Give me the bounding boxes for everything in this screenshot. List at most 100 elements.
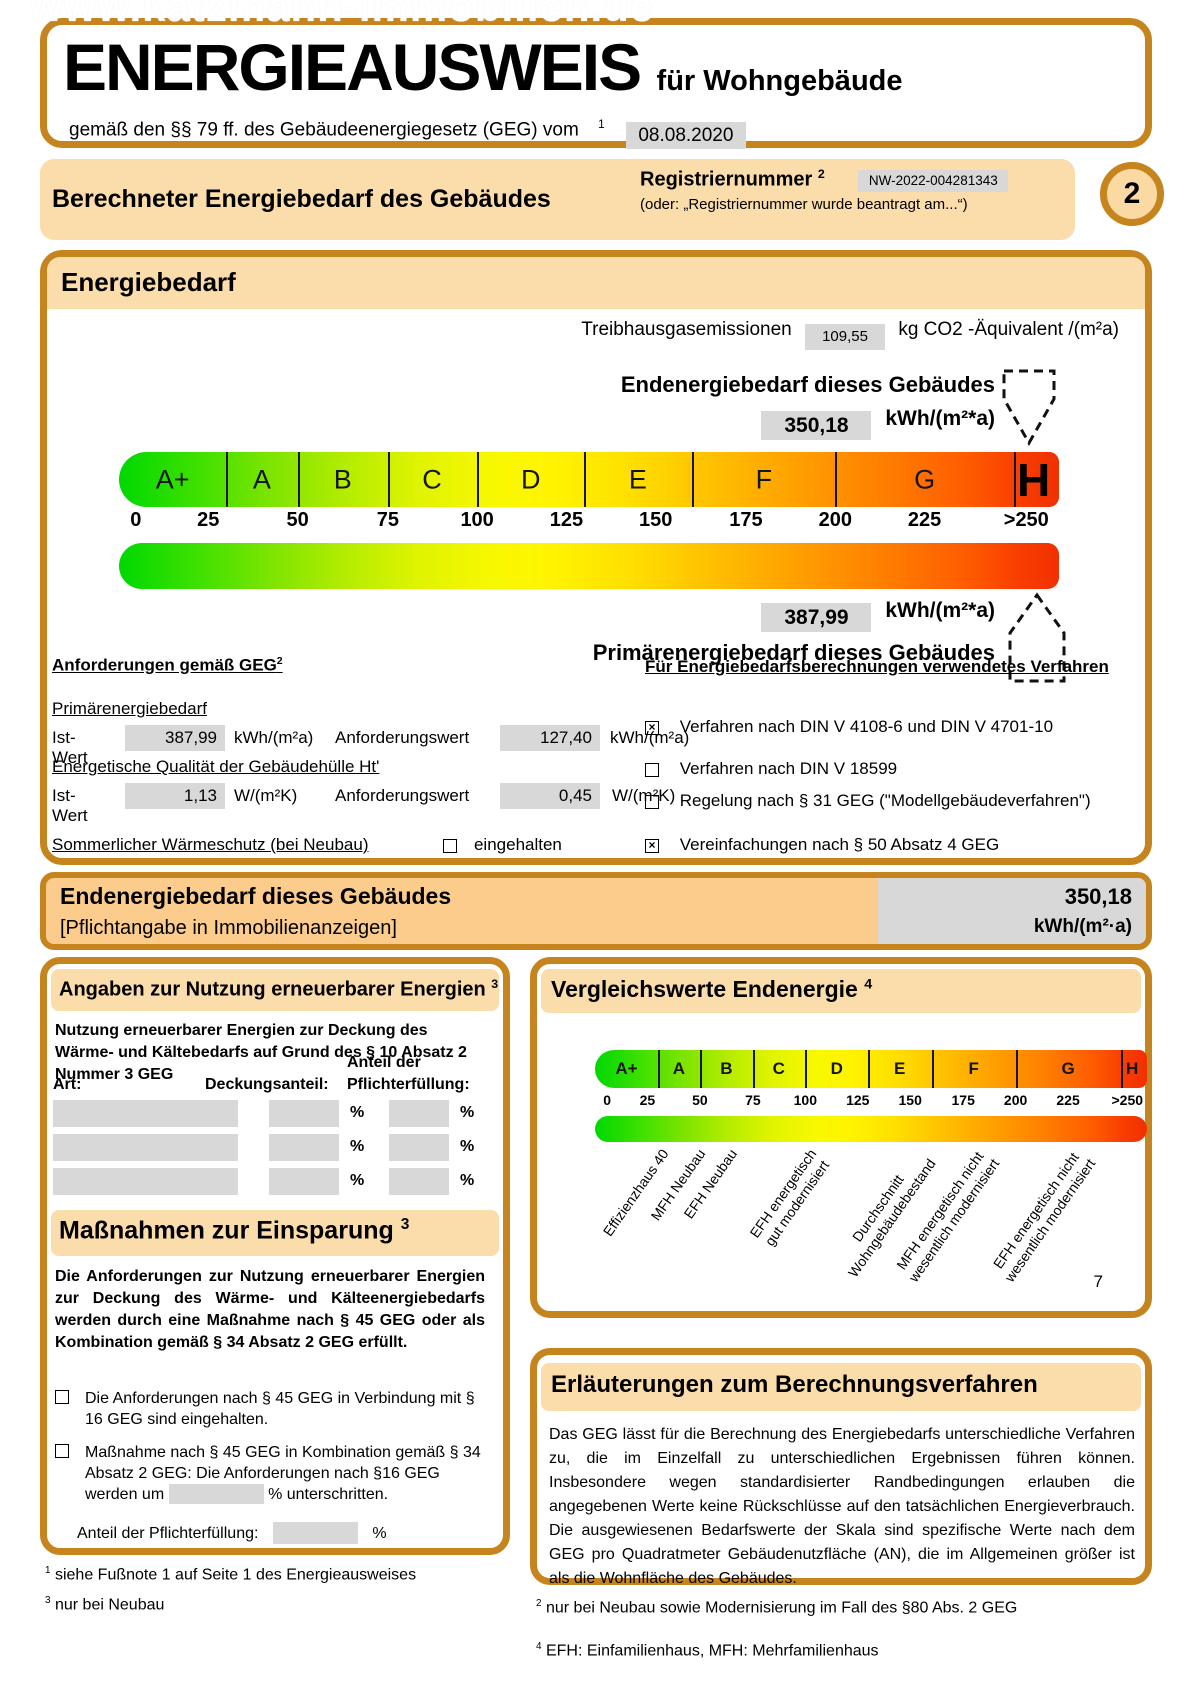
- scale-divider: [868, 1050, 871, 1088]
- ist-label: Ist-Wert: [52, 728, 88, 767]
- method-checkbox[interactable]: ×: [645, 838, 659, 853]
- renewable-share-input[interactable]: [269, 1168, 339, 1195]
- scale-class-h: H: [1016, 453, 1051, 506]
- savings-percent-input[interactable]: [168, 1484, 264, 1505]
- requirements-title-text: Anforderungen gemäß GEG: [52, 655, 277, 675]
- renewable-art-input[interactable]: [53, 1134, 238, 1161]
- scale-tick: 50: [286, 509, 309, 531]
- primary-ist-value-field: 387,99: [125, 725, 225, 751]
- requirement-label: Anforderungswert: [335, 786, 470, 805]
- summer-protection-checkbox[interactable]: [443, 838, 458, 853]
- comparison-labels: Effizienzhaus 40 MFH Neubau EFH Neubau E…: [595, 1146, 1147, 1296]
- footnote-4: 4 EFH: Einfamilienhaus, MFH: Mehrfamilie…: [536, 1641, 879, 1660]
- summer-protection-label: Sommerlicher Wärmeschutz (bei Neubau): [52, 835, 369, 854]
- renewable-art-input[interactable]: [53, 1100, 238, 1127]
- energy-box: Energiebedarf Treibhausgasemissionen 109…: [40, 250, 1152, 865]
- banner-value-field: 350,18 kWh/(m²·a): [878, 878, 1146, 944]
- percent-sign: %: [350, 1104, 365, 1121]
- ist-label: Ist-Wert: [52, 786, 88, 825]
- scale-tick: 175: [951, 1092, 975, 1108]
- renewable-duty-input[interactable]: [389, 1100, 449, 1127]
- comparison-class-scale: A+ A B C D E F G H: [595, 1050, 1147, 1088]
- scale-tick: 75: [376, 509, 399, 531]
- scale-tick: 100: [460, 509, 494, 531]
- footnote-2-text: nur bei Neubau sowie Modernisierung im F…: [545, 1599, 1018, 1617]
- envelope-ist-value-field: 1,13: [125, 783, 225, 809]
- scale-tick: 0: [130, 509, 142, 531]
- scale-class-a: A: [672, 1059, 686, 1078]
- method-checkbox[interactable]: ×: [645, 720, 659, 735]
- ghg-value-field: 109,55: [805, 324, 886, 350]
- savings-option-1: Die Anforderungen nach § 45 GEG in Verbi…: [55, 1388, 485, 1430]
- method-checkbox[interactable]: [645, 762, 659, 777]
- explanation-title: Erläuterungen zum Berechnungsverfahren: [551, 1371, 1038, 1398]
- scale-divider: [835, 452, 838, 507]
- scale-tick: 175: [729, 509, 763, 531]
- scale-divider: [584, 452, 587, 507]
- primary-requirement-heading: Primärenergiebedarf: [52, 699, 207, 718]
- renewable-duty-input[interactable]: [389, 1168, 449, 1195]
- law-text: gemäß den §§ 79 ff. des Gebäudeenergiege…: [69, 119, 579, 141]
- scale-class-b: B: [333, 464, 352, 494]
- primary-req-value-field: 127,40: [500, 725, 600, 751]
- footnote-2-ref: 2: [536, 1598, 542, 1609]
- renewables-title: Angaben zur Nutzung erneuerbarer Energie…: [59, 978, 486, 1001]
- requirement-label: Anforderungswert: [335, 728, 470, 747]
- method-checkbox[interactable]: [645, 794, 659, 809]
- scale-class-h: H: [1125, 1059, 1139, 1078]
- scale-class-b: B: [720, 1059, 733, 1078]
- scale-tick: >250: [1003, 509, 1049, 531]
- scale-tick: 150: [898, 1092, 922, 1108]
- section-bar: Berechneter Energiebedarf des Gebäudes R…: [40, 159, 1075, 240]
- scale-tick: 100: [793, 1092, 817, 1108]
- renewable-share-input[interactable]: [269, 1134, 339, 1161]
- scale-divider: [692, 452, 695, 507]
- savings-intro: Die Anforderungen zur Nutzung erneuerbar…: [55, 1268, 485, 1352]
- requirements-footnote-ref: 2: [276, 655, 283, 667]
- scale-divider: [387, 452, 390, 507]
- method-item: × Verfahren nach DIN V 4108-6 und DIN V …: [645, 717, 1053, 737]
- scale-tick: 75: [745, 1092, 761, 1108]
- explanation-body: Das GEG lässt für die Berechnung des Ene…: [549, 1426, 1135, 1587]
- scale-tick: 25: [639, 1092, 656, 1108]
- energy-section-header: Energiebedarf: [47, 257, 1145, 309]
- banner-title: Endenergiebedarf dieses Gebäudes: [60, 883, 452, 909]
- scale-divider: [657, 1050, 660, 1088]
- savings-option-2: Maßnahme nach § 45 GEG in Kombination ge…: [55, 1442, 490, 1505]
- end-energy-label: Endenergiebedarf dieses Gebäudes: [620, 372, 995, 397]
- renewables-intro: Nutzung erneuerbarer Energien zur Deckun…: [55, 1022, 467, 1083]
- renewable-share-input[interactable]: [269, 1100, 339, 1127]
- renewable-art-input[interactable]: [53, 1168, 238, 1195]
- energy-class-scale: A+ A B C D E F G H: [119, 452, 1059, 507]
- savings-duty-input[interactable]: [272, 1522, 358, 1544]
- scale-tick: 125: [549, 509, 584, 531]
- savings-option-2-label-2: % unterschritten.: [268, 1486, 389, 1504]
- renewable-duty-input[interactable]: [389, 1134, 449, 1161]
- scale-class-e: E: [628, 464, 647, 494]
- savings-option-2-checkbox[interactable]: [55, 1444, 69, 1458]
- scale-tick: 225: [1056, 1092, 1080, 1108]
- summer-protection-checkbox-label: eingehalten: [473, 835, 562, 854]
- scale-tick: >250: [1111, 1092, 1144, 1108]
- comparison-gradient-band: [595, 1116, 1147, 1142]
- scale-divider: [1013, 452, 1016, 507]
- scale-class-c: C: [772, 1059, 785, 1078]
- footnote-3-ref: 3: [45, 1595, 51, 1606]
- primary-req-unit: kWh/(m²a): [610, 728, 690, 747]
- end-energy-value-field: 350,18: [761, 411, 872, 440]
- footnote-1-ref: 1: [45, 1565, 51, 1576]
- title-box: ENERGIEAUSWEIS für Wohngebäude gemäß den…: [40, 18, 1152, 150]
- scale-tick: 0: [603, 1092, 612, 1108]
- scale-divider: [477, 452, 480, 507]
- explanation-header: Erläuterungen zum Berechnungsverfahren: [541, 1363, 1141, 1411]
- envelope-req-unit: W/(m²K): [612, 786, 676, 805]
- requirements-title: Anforderungen gemäß GEG2: [52, 655, 283, 676]
- scale-divider: [805, 1050, 808, 1088]
- savings-option-1-checkbox[interactable]: [55, 1390, 69, 1404]
- banner-subtitle: [Pflichtangabe in Immobilienanzeigen]: [60, 917, 397, 939]
- ghg-unit: kg CO2 -Äquivalent /(m²a): [898, 319, 1119, 340]
- scale-class-e: E: [894, 1059, 906, 1078]
- watermark-text: www.katzmann-immobilien.de: [30, 0, 655, 30]
- savings-option-1-label: Die Anforderungen nach § 45 GEG in Verbi…: [85, 1390, 475, 1429]
